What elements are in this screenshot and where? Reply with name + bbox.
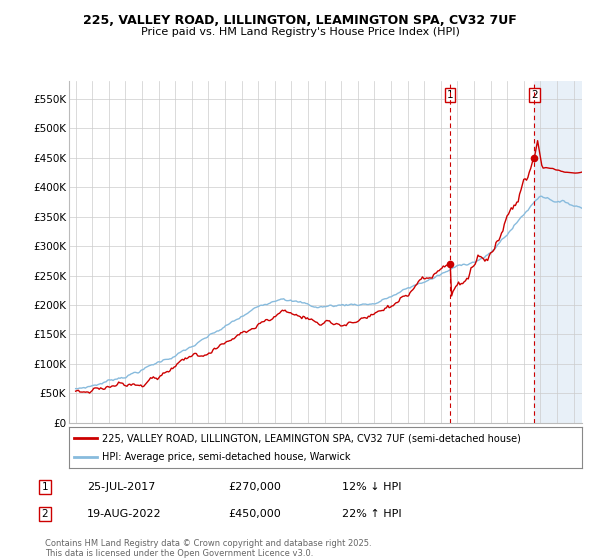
Text: 225, VALLEY ROAD, LILLINGTON, LEAMINGTON SPA, CV32 7UF (semi-detached house): 225, VALLEY ROAD, LILLINGTON, LEAMINGTON…	[103, 433, 521, 443]
Text: 1: 1	[447, 90, 454, 100]
Bar	[535, 81, 587, 423]
Text: 2: 2	[531, 90, 538, 100]
Text: 22% ↑ HPI: 22% ↑ HPI	[342, 509, 401, 519]
Text: 1: 1	[41, 482, 49, 492]
Text: 12% ↓ HPI: 12% ↓ HPI	[342, 482, 401, 492]
Text: 2: 2	[41, 509, 49, 519]
Text: £270,000: £270,000	[228, 482, 281, 492]
Text: HPI: Average price, semi-detached house, Warwick: HPI: Average price, semi-detached house,…	[103, 452, 351, 461]
Text: 25-JUL-2017: 25-JUL-2017	[87, 482, 155, 492]
Text: Price paid vs. HM Land Registry's House Price Index (HPI): Price paid vs. HM Land Registry's House …	[140, 27, 460, 37]
Text: 225, VALLEY ROAD, LILLINGTON, LEAMINGTON SPA, CV32 7UF: 225, VALLEY ROAD, LILLINGTON, LEAMINGTON…	[83, 14, 517, 27]
Text: Contains HM Land Registry data © Crown copyright and database right 2025.
This d: Contains HM Land Registry data © Crown c…	[45, 539, 371, 558]
Text: £450,000: £450,000	[228, 509, 281, 519]
Text: 19-AUG-2022: 19-AUG-2022	[87, 509, 161, 519]
